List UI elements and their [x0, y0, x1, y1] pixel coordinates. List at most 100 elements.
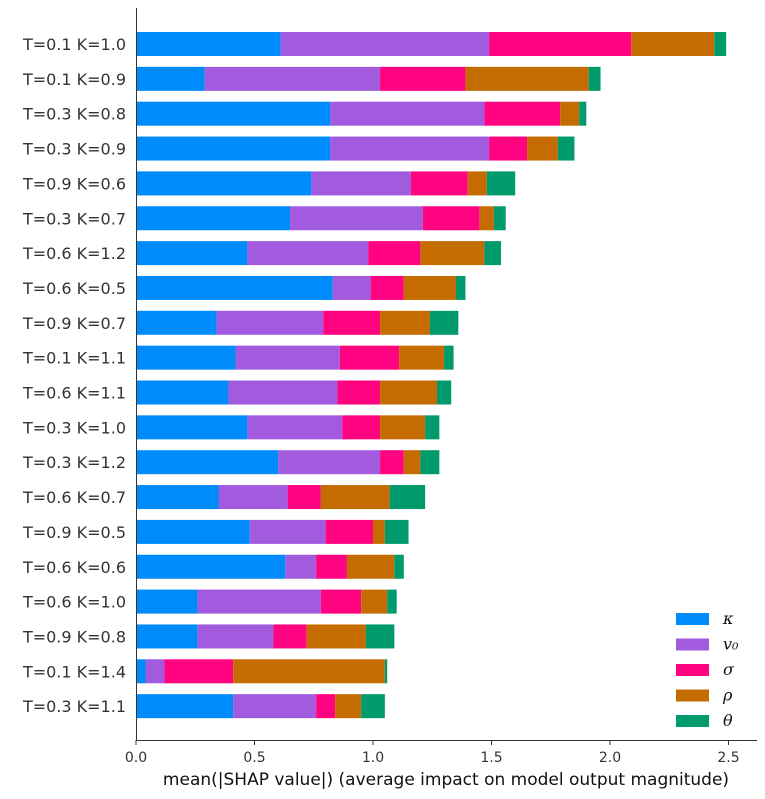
- bar-segment-5-0: [136, 206, 291, 231]
- bar-segment-2-1: [330, 101, 485, 126]
- x-tick-label: 2.0: [599, 750, 621, 766]
- bar-segment-15-3: [346, 554, 395, 579]
- category-label: T=0.6 K=0.7: [22, 488, 126, 507]
- bar-segment-0-0: [136, 32, 281, 56]
- bar-segment-12-1: [278, 450, 381, 475]
- legend-swatch: [676, 715, 709, 727]
- bar-segment-17-3: [306, 624, 366, 649]
- bar-segment-18-1: [145, 659, 165, 684]
- x-tick-label: 1.5: [480, 750, 502, 766]
- bar-segment-12-4: [420, 450, 440, 475]
- bar-segment-6-3: [420, 241, 485, 266]
- bar-segment-7-4: [455, 275, 466, 300]
- bar-segment-10-3: [380, 380, 437, 405]
- bar-segment-9-1: [235, 345, 340, 370]
- category-label: T=0.6 K=0.6: [22, 558, 126, 577]
- bar-segment-7-2: [370, 275, 404, 300]
- bar-segment-9-3: [399, 345, 445, 370]
- x-tick-label: 1.0: [362, 750, 384, 766]
- bar-segment-19-1: [233, 694, 317, 719]
- bar-segment-0-1: [280, 32, 490, 56]
- category-label: T=0.9 K=0.8: [22, 627, 126, 646]
- bar-segment-5-2: [422, 206, 480, 231]
- legend-label: v₀: [723, 635, 739, 654]
- category-label: T=0.6 K=1.2: [22, 244, 126, 263]
- bar-segment-18-3: [233, 659, 385, 684]
- bar-segment-3-2: [489, 136, 528, 161]
- category-label: T=0.3 K=0.7: [22, 209, 126, 228]
- legend-swatch: [676, 613, 709, 625]
- bar-segment-12-2: [380, 450, 404, 475]
- category-label: T=0.6 K=1.0: [22, 593, 126, 612]
- x-axis-label: mean(|SHAP value|) (average impact on mo…: [163, 770, 729, 790]
- bar-segment-1-1: [204, 66, 381, 91]
- bar-segment-8-2: [323, 310, 381, 335]
- legend-label: σ: [723, 660, 735, 679]
- x-tick-label: 0.5: [243, 750, 265, 766]
- bar-segment-7-1: [332, 275, 371, 300]
- category-label: T=0.6 K=0.5: [22, 279, 126, 298]
- bar-segment-11-3: [380, 415, 426, 440]
- bar-segment-15-0: [136, 554, 286, 579]
- category-label: T=0.3 K=1.0: [22, 418, 126, 437]
- bar-segment-3-0: [136, 136, 331, 161]
- bar-segment-18-2: [164, 659, 234, 684]
- bar-segment-19-3: [335, 694, 362, 719]
- legend-label: ρ: [722, 686, 733, 705]
- bar-segment-1-3: [465, 66, 589, 91]
- bar-segment-14-2: [325, 519, 373, 544]
- legend-swatch: [676, 638, 709, 651]
- category-label: T=0.1 K=1.1: [22, 349, 126, 368]
- bar-segment-3-3: [527, 136, 558, 161]
- bar-segment-0-3: [631, 32, 715, 56]
- bar-segment-8-4: [429, 310, 459, 335]
- bar-segment-2-3: [560, 101, 580, 126]
- bar-segment-17-2: [273, 624, 307, 649]
- bar-segment-3-4: [557, 136, 575, 161]
- bar-segment-10-1: [228, 380, 338, 405]
- category-label: T=0.3 K=1.2: [22, 453, 126, 472]
- bar-segment-19-4: [361, 694, 385, 719]
- bar-segment-4-4: [486, 171, 516, 196]
- bar-segment-16-1: [197, 589, 321, 614]
- bar-segment-11-2: [342, 415, 381, 440]
- bar-segment-1-4: [588, 66, 601, 91]
- bar-segment-1-0: [136, 66, 205, 91]
- bar-segment-11-4: [425, 415, 440, 440]
- bar-segment-14-4: [384, 519, 409, 544]
- bar-segment-10-2: [337, 380, 381, 405]
- bar-segment-2-4: [579, 101, 587, 126]
- bar-segment-3-1: [330, 136, 490, 161]
- legend: κ v₀ σρθ: [676, 609, 739, 730]
- bar-segment-9-4: [444, 345, 454, 370]
- category-label: T=0.3 K=0.8: [22, 105, 126, 124]
- bar-segment-2-2: [484, 101, 561, 126]
- category-label: T=0.3 K=0.9: [22, 140, 126, 159]
- bar-segment-12-0: [136, 450, 279, 475]
- bar-segment-1-2: [380, 66, 466, 91]
- bar-segment-5-4: [493, 206, 506, 231]
- bar-segment-17-0: [136, 624, 198, 649]
- bar-segment-15-2: [316, 554, 347, 579]
- category-labels: T=0.1 K=1.0 T=0.1 K=0.9 T=0.3 K=0.8 T=0.3 K…: [22, 35, 126, 716]
- bar-segment-8-1: [216, 310, 324, 335]
- bar-segment-6-4: [484, 241, 501, 266]
- bar-segment-15-1: [285, 554, 317, 579]
- legend-swatch: [676, 689, 709, 702]
- category-label: T=0.1 K=0.9: [22, 70, 126, 89]
- bar-segment-11-0: [136, 415, 248, 440]
- bar-segment-15-4: [394, 554, 404, 579]
- bar-segment-18-0: [136, 659, 146, 684]
- bar-segment-10-4: [436, 380, 452, 405]
- bar-segment-9-0: [136, 345, 236, 370]
- legend-swatch: [676, 664, 709, 676]
- bar-segment-9-2: [339, 345, 400, 370]
- x-tick-label: 2.5: [717, 750, 739, 766]
- bar-segment-16-2: [320, 589, 362, 614]
- legend-label: θ: [723, 711, 733, 730]
- legend-label: κ: [722, 609, 734, 628]
- bar-segment-19-2: [316, 694, 336, 719]
- bar-segment-7-0: [136, 275, 333, 300]
- category-label: T=0.6 K=1.1: [22, 384, 126, 403]
